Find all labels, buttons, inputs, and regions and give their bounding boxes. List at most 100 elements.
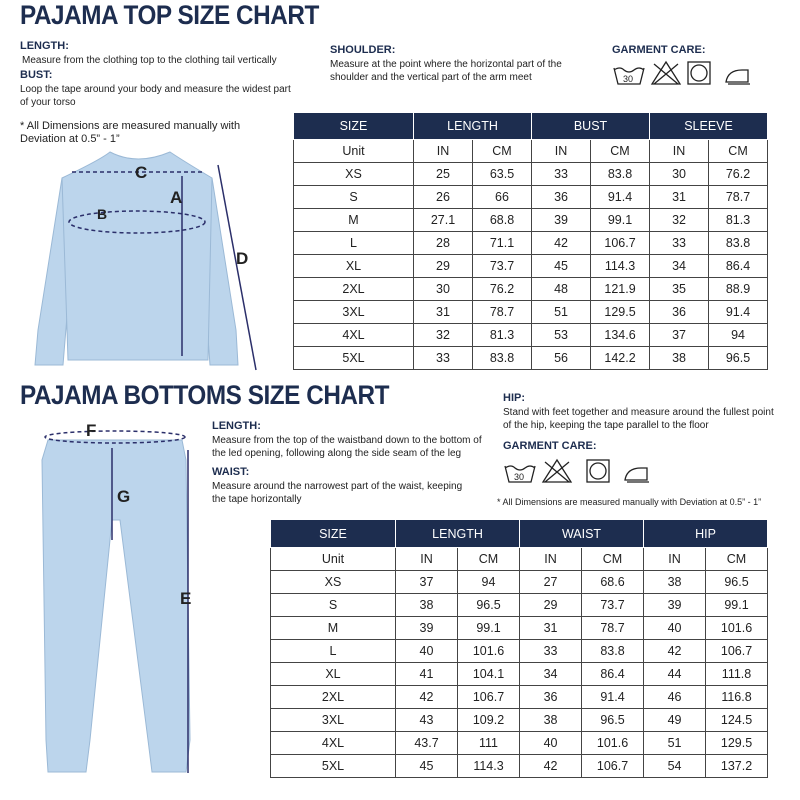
cell: 54 — [643, 754, 707, 778]
size-row: L 28 71.1 42 106.7 33 83.8 — [293, 231, 769, 255]
cell: 99.1 — [705, 593, 769, 617]
cell: XL — [293, 254, 414, 278]
title: PAJAMA BOTTOMS SIZE CHART — [20, 380, 390, 410]
cell: 88.9 — [708, 277, 769, 301]
header-row: SIZE LENGTH BUST SLEEVE — [293, 112, 769, 140]
cell: 34 — [649, 254, 710, 278]
cell: 5XL — [293, 346, 414, 370]
cell: 27.1 — [413, 208, 473, 232]
cell: 4XL — [293, 323, 414, 347]
cell: 51 — [643, 731, 707, 755]
size-row: 2XL 30 76.2 48 121.9 35 88.9 — [293, 277, 769, 301]
cell: 106.7 — [590, 231, 651, 255]
text: Measure around the narrowest part of the… — [212, 481, 463, 505]
size-table: SIZE LENGTH WAIST HIP Unit IN CM IN CM IN CM XS 37 94… — [270, 519, 769, 778]
size-row: XS 25 63.5 33 83.8 30 76.2 — [293, 162, 769, 186]
cell: 83.8 — [708, 231, 769, 255]
cell: 76.2 — [471, 277, 533, 301]
cell: 73.7 — [581, 593, 645, 617]
cell: 83.8 — [471, 346, 533, 370]
cell: 78.7 — [471, 300, 533, 324]
unit-cell: CM — [708, 139, 769, 163]
cell: 81.3 — [708, 208, 769, 232]
title: PAJAMA TOP SIZE CHART — [20, 0, 319, 30]
cell: 44 — [643, 662, 707, 686]
text: Measure at the point where the horizonta… — [330, 59, 562, 83]
unit-cell: IN — [395, 547, 458, 571]
cell: 114.3 — [590, 254, 651, 278]
cell: 29 — [519, 593, 583, 617]
text: Loop the tape around your body and measu… — [20, 84, 291, 108]
header-cell: LENGTH — [394, 519, 521, 548]
cell: 4XL — [270, 731, 396, 755]
text: Stand with feet together and measure aro… — [503, 407, 774, 431]
size-row: XL 41 104.1 34 86.4 44 111.8 — [270, 662, 769, 686]
cell: 38 — [643, 570, 707, 594]
cell: 91.4 — [590, 185, 651, 209]
unit-cell: IN — [531, 139, 592, 163]
cell: 101.6 — [581, 731, 645, 755]
label: GARMENT CARE: — [612, 44, 706, 56]
size-row: S 26 66 36 91.4 31 78.7 — [293, 185, 769, 209]
label: WAIST: — [212, 466, 250, 478]
cell: 96.5 — [456, 593, 521, 617]
cell: 116.8 — [705, 685, 769, 709]
cell: 2XL — [270, 685, 396, 709]
cell: L — [270, 639, 396, 663]
cell: 134.6 — [590, 323, 651, 347]
label: BUST: — [20, 69, 53, 81]
header-cell: WAIST — [519, 519, 645, 548]
text: Measure from the clothing top to the clo… — [22, 55, 277, 66]
cell: 26 — [413, 185, 473, 209]
cell: 31 — [519, 616, 583, 640]
cell: 33 — [413, 346, 473, 370]
unit-cell: Unit — [293, 139, 414, 163]
units-row: Unit IN CM IN CM IN CM — [293, 139, 769, 163]
cell: 39 — [531, 208, 592, 232]
care-icons: 30 — [613, 60, 750, 85]
cell: 42 — [643, 639, 707, 663]
care-icons: 30 — [504, 458, 649, 483]
label: GARMENT CARE: — [503, 440, 597, 452]
cell: 99.1 — [456, 616, 521, 640]
unit-cell: CM — [581, 547, 645, 571]
unit-cell: IN — [643, 547, 707, 571]
dim-label: E — [180, 589, 191, 608]
cell: 81.3 — [471, 323, 533, 347]
cell: 45 — [395, 754, 458, 778]
cell: 2XL — [293, 277, 414, 301]
cell: 35 — [649, 277, 710, 301]
header-cell: SLEEVE — [649, 112, 769, 140]
cell: 111 — [456, 731, 521, 755]
cell: 48 — [531, 277, 592, 301]
cell: 42 — [519, 754, 583, 778]
size-row: 3XL 31 78.7 51 129.5 36 91.4 — [293, 300, 769, 324]
cell: 41 — [395, 662, 458, 686]
cell: 71.1 — [471, 231, 533, 255]
cell: 68.6 — [581, 570, 645, 594]
cell: 5XL — [270, 754, 396, 778]
label: LENGTH: — [212, 420, 261, 432]
size-row: 3XL 43 109.2 38 96.5 49 124.5 — [270, 708, 769, 732]
cell: 94 — [456, 570, 521, 594]
cell: 37 — [649, 323, 710, 347]
note: * All Dimensions are measured manually w… — [497, 497, 762, 507]
cell: 3XL — [293, 300, 414, 324]
cell: 31 — [649, 185, 710, 209]
cell: XL — [270, 662, 396, 686]
cell: 32 — [413, 323, 473, 347]
cell: 25 — [413, 162, 473, 186]
label: HIP: — [503, 392, 525, 404]
shirt — [34, 151, 239, 366]
wash-temp: 30 — [514, 472, 524, 482]
cell: 30 — [649, 162, 710, 186]
size-row: 5XL 33 83.8 56 142.2 38 96.5 — [293, 346, 769, 370]
dim-label: D — [236, 249, 248, 268]
cell: XS — [293, 162, 414, 186]
dimension-lines — [44, 430, 189, 773]
cell: L — [293, 231, 414, 255]
cell: 29 — [413, 254, 473, 278]
cell: 104.1 — [456, 662, 521, 686]
cell: 86.4 — [581, 662, 645, 686]
